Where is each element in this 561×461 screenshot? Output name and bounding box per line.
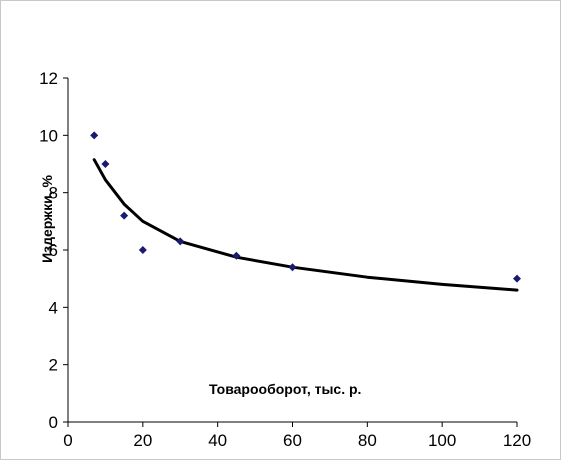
data-point (138, 246, 147, 254)
y-tick-label: 10 (39, 126, 58, 145)
axes (67, 78, 517, 423)
data-point (232, 251, 241, 260)
x-tick-label: 100 (428, 431, 456, 450)
y-tick-label: 8 (49, 184, 58, 203)
x-axis-ticks: 0 20 40 60 80 100 120 (63, 422, 531, 450)
data-point (120, 211, 129, 220)
y-tick-label: 6 (49, 241, 58, 260)
x-tick-label: 20 (133, 431, 152, 450)
data-point (101, 160, 110, 168)
data-point (513, 274, 521, 283)
x-tick-label: 80 (358, 431, 377, 450)
x-tick-label: 0 (63, 431, 72, 450)
y-tick-label: 2 (49, 356, 58, 375)
y-tick-label: 0 (49, 413, 58, 432)
y-tick-label: 12 (39, 69, 58, 88)
x-tick-label: 60 (283, 431, 302, 450)
y-tick-label: 4 (49, 298, 58, 317)
x-tick-label: 40 (208, 431, 227, 450)
trendline-group (92, 158, 519, 292)
data-point (288, 263, 297, 272)
x-tick-label: 120 (503, 431, 531, 450)
data-point (90, 131, 99, 140)
x-axis-title: Товарооборот, тыс. р. (209, 381, 361, 397)
data-points (90, 131, 521, 283)
y-axis-title: Издержки, % (39, 175, 55, 263)
trendline (92, 158, 519, 292)
data-point (176, 237, 185, 246)
y-axis-ticks: 0 2 4 6 8 10 12 (39, 69, 68, 432)
